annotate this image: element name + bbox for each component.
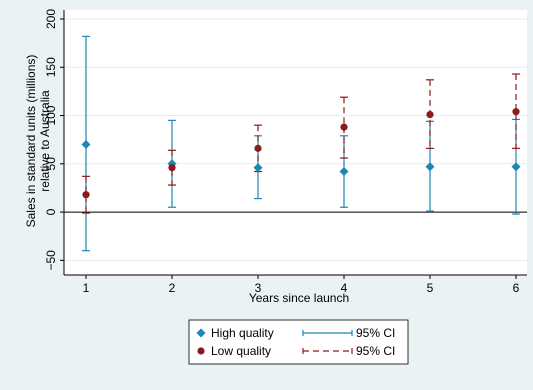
legend: High quality 95% CI Low quality 95% CI [188,319,409,365]
low-quality-point [426,110,434,119]
y-axis-label-line-1: Sales in standard units (millions) [24,55,38,228]
legend-marker-high-quality [196,328,206,338]
high-quality-point [253,163,263,173]
legend-marker-low-quality [197,347,205,355]
y-tick-label: −50 [44,250,58,271]
low-quality-point [82,191,90,199]
y-tick-label: 150 [44,57,58,77]
x-tick-label: 3 [255,281,262,295]
x-tick-label: 5 [427,281,434,295]
legend-label-low-quality: Low quality [211,344,271,358]
legend-label-high-quality: High quality [211,326,274,340]
legend-box [188,319,409,365]
high-quality-point [511,162,521,172]
x-tick-label: 2 [169,281,176,295]
x-tick-label: 4 [341,281,348,295]
axes: −50 0 50 100 150 200 1 2 3 4 5 6 [44,9,527,295]
plot-area [64,10,527,275]
low-quality-point [340,123,348,131]
high-quality-point [339,167,349,177]
x-tick-label: 6 [513,281,520,295]
y-tick-label: 100 [44,105,58,125]
x-axis-label: Years since launch [249,291,349,305]
y-tick-label: 200 [44,9,58,29]
legend-ci-label-low-quality: 95% CI [356,344,395,358]
y-tick-label: 50 [44,157,58,171]
legend-items: High quality 95% CI Low quality 95% CI [196,326,395,358]
low-quality-point [512,108,520,116]
legend-ci-label-high-quality: 95% CI [356,326,395,340]
high-quality-point [81,140,91,149]
y-axis-label-line-2: relative to Australia [38,90,52,192]
x-tick-label: 1 [83,281,90,295]
high-quality-point [425,162,435,172]
y-tick-label: 0 [44,208,58,215]
low-quality-point [168,164,176,172]
low-quality-point [254,144,262,152]
data-markers [81,108,521,199]
